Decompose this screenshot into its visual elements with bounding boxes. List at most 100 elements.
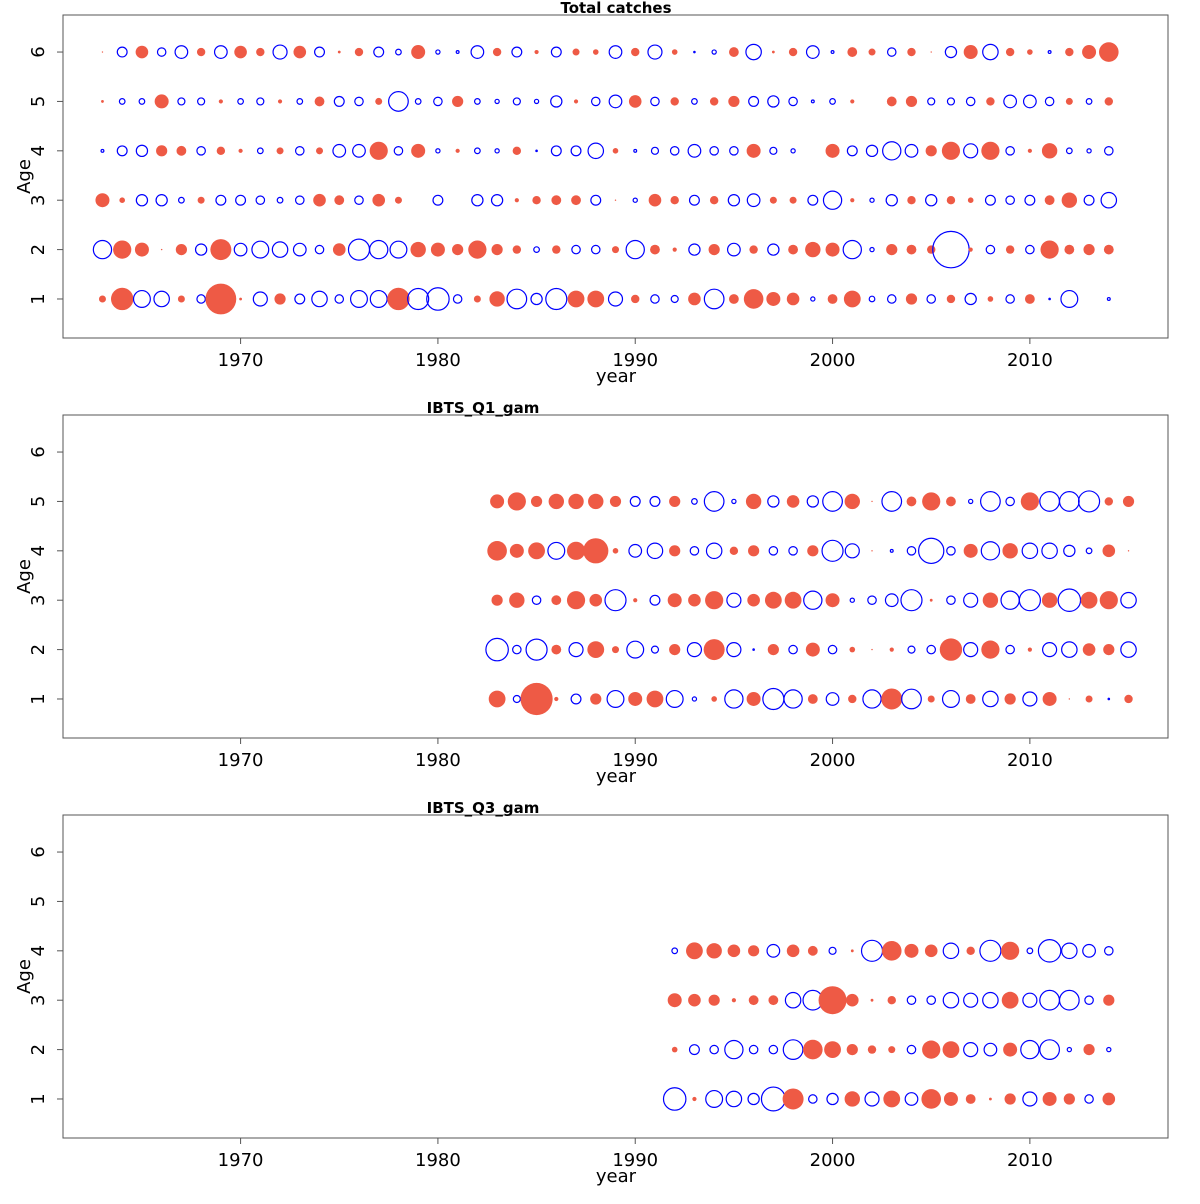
bubble <box>631 47 640 57</box>
bubble <box>234 45 247 59</box>
bubble <box>850 198 855 203</box>
bubble <box>747 1092 760 1106</box>
bubble <box>468 240 487 259</box>
bubble <box>708 243 720 256</box>
bubble <box>842 239 862 260</box>
bubble <box>1085 695 1093 703</box>
x-tick-label: 2010 <box>1007 1150 1053 1171</box>
bubble <box>1120 641 1137 658</box>
x-tick-label: 1970 <box>218 1150 264 1171</box>
bubble <box>1024 294 1035 304</box>
bubble <box>871 500 873 503</box>
bubble <box>251 240 270 259</box>
bubble <box>1060 289 1079 308</box>
bubble <box>294 293 306 305</box>
bubble <box>1077 490 1101 513</box>
x-tick-label: 1970 <box>218 750 264 771</box>
bubble <box>824 1041 841 1058</box>
bubble <box>354 47 364 57</box>
bubble <box>665 689 684 708</box>
bubble <box>554 696 559 702</box>
bubble <box>767 243 780 256</box>
bubble <box>218 99 223 104</box>
bubble <box>711 49 717 55</box>
bubble <box>766 291 781 306</box>
bubble <box>846 1043 858 1056</box>
bubble <box>512 694 521 704</box>
y-tick-label: 2 <box>28 1044 49 1055</box>
bubble <box>728 95 740 108</box>
bubble <box>647 44 663 60</box>
bubble <box>471 194 484 207</box>
bubble <box>196 47 206 57</box>
bubble <box>514 198 519 203</box>
bubble <box>965 1094 976 1104</box>
bubble <box>906 546 917 556</box>
bubble <box>1047 50 1052 55</box>
bubble <box>1039 491 1061 512</box>
bubble <box>394 196 402 204</box>
bubble <box>590 194 602 206</box>
y-tick-label: 1 <box>28 693 49 704</box>
bubble <box>708 994 720 1006</box>
bubble <box>1106 1046 1112 1053</box>
bubble <box>215 194 227 206</box>
bubble <box>886 243 898 256</box>
bubble <box>662 1087 687 1111</box>
bubble <box>372 193 386 207</box>
bubble <box>982 690 999 708</box>
x-tick-label: 2010 <box>1007 350 1053 371</box>
bubble <box>334 195 345 206</box>
panel-title: IBTS_Q1_gam <box>427 399 540 417</box>
bubble <box>650 645 660 654</box>
bubble <box>782 1088 804 1110</box>
bubble <box>771 50 775 54</box>
bubble <box>727 944 741 958</box>
bubble <box>830 50 835 55</box>
bubble <box>748 1044 759 1055</box>
bubble <box>942 1041 960 1058</box>
bubble <box>311 290 328 308</box>
y-axis-label: Age <box>14 959 35 994</box>
bubble <box>354 96 364 107</box>
bubble <box>389 240 408 259</box>
bubble <box>332 143 347 158</box>
bubble <box>1061 192 1078 208</box>
bubble <box>216 146 226 156</box>
bubble <box>277 99 283 104</box>
bubble <box>888 1046 896 1054</box>
bubble <box>470 45 485 59</box>
bubble <box>709 1044 719 1055</box>
x-tick-label: 1980 <box>415 1150 461 1171</box>
bubble <box>612 148 619 154</box>
bubble <box>709 97 719 106</box>
bubble <box>608 94 623 109</box>
bubble <box>1102 1092 1116 1106</box>
bubble <box>547 541 566 560</box>
bubble <box>507 492 526 511</box>
bubble <box>551 595 562 606</box>
bubble <box>1058 989 1080 1011</box>
bubble <box>255 195 266 206</box>
bubble <box>239 297 242 301</box>
bubble <box>703 288 725 310</box>
bubble <box>590 96 601 107</box>
bubble <box>101 100 104 103</box>
bubble <box>979 939 1002 962</box>
bubble <box>786 292 800 306</box>
bubble <box>1042 1091 1057 1106</box>
bubble <box>488 690 506 708</box>
bubble <box>1002 543 1018 559</box>
bubble <box>748 995 759 1006</box>
bubble <box>592 49 599 55</box>
bubble <box>818 986 847 1015</box>
bubble <box>942 991 960 1009</box>
bubble <box>197 196 205 204</box>
bubble <box>963 592 979 608</box>
bubble <box>829 98 836 105</box>
bubble <box>693 50 696 54</box>
bubble <box>1003 1042 1018 1057</box>
bubble <box>1099 591 1118 610</box>
bubble <box>727 194 741 207</box>
